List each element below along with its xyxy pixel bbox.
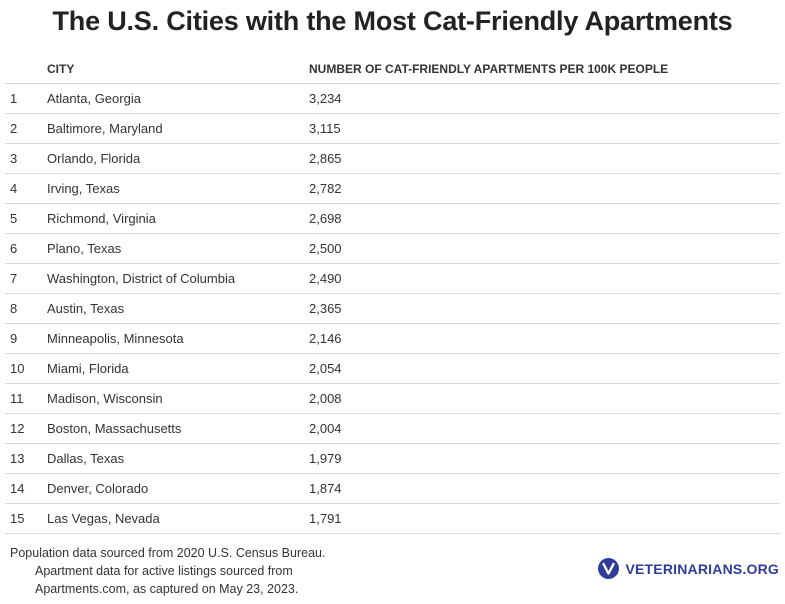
city-cell: Boston, Massachusetts: [47, 413, 309, 444]
value-cell: 1,791: [309, 503, 780, 534]
city-cell: Minneapolis, Minnesota: [47, 323, 309, 354]
footnote-line-3: Apartments.com, as captured on May 23, 2…: [35, 582, 299, 596]
rank-cell: 3: [5, 143, 47, 174]
value-cell: 2,782: [309, 173, 780, 204]
table-row: 9 Minneapolis, Minnesota 2,146: [5, 323, 780, 354]
city-cell: Dallas, Texas: [47, 443, 309, 474]
rank-cell: 15: [5, 503, 47, 534]
value-cell: 2,365: [309, 293, 780, 324]
city-cell: Irving, Texas: [47, 173, 309, 204]
city-cell: Richmond, Virginia: [47, 203, 309, 234]
value-cell: 2,698: [309, 203, 780, 234]
brand-name: VETERINARIANS.ORG: [625, 560, 779, 577]
table-row: 6 Plano, Texas 2,500: [5, 233, 780, 264]
value-cell: 1,874: [309, 473, 780, 504]
table-row: 4 Irving, Texas 2,782: [5, 173, 780, 204]
city-cell: Orlando, Florida: [47, 143, 309, 174]
city-cell: Las Vegas, Nevada: [47, 503, 309, 534]
value-cell: 3,234: [309, 83, 780, 114]
value-cell: 2,865: [309, 143, 780, 174]
city-cell: Miami, Florida: [47, 353, 309, 384]
column-header-value: NUMBER OF CAT-FRIENDLY APARTMENTS PER 10…: [309, 54, 780, 84]
city-cell: Austin, Texas: [47, 293, 309, 324]
rank-cell: 2: [5, 113, 47, 144]
value-cell: 2,490: [309, 263, 780, 294]
veterinarians-v-logo-icon: [598, 558, 620, 579]
rank-cell: 14: [5, 473, 47, 504]
city-cell: Washington, District of Columbia: [47, 263, 309, 294]
column-header-city: CITY: [47, 54, 309, 84]
table-row: 10 Miami, Florida 2,054: [5, 353, 780, 384]
value-cell: 2,500: [309, 233, 780, 264]
table-row: 14 Denver, Colorado 1,874: [5, 473, 780, 504]
data-table: CITY NUMBER OF CAT-FRIENDLY APARTMENTS P…: [5, 54, 780, 534]
table-row: 1 Atlanta, Georgia 3,234: [5, 83, 780, 114]
rank-cell: 13: [5, 443, 47, 474]
value-cell: 3,115: [309, 113, 780, 144]
table-row: 11 Madison, Wisconsin 2,008: [5, 383, 780, 414]
rank-cell: 12: [5, 413, 47, 444]
value-cell: 2,008: [309, 383, 780, 414]
table-row: 7 Washington, District of Columbia 2,490: [5, 263, 780, 294]
value-cell: 2,004: [309, 413, 780, 444]
rank-cell: 11: [5, 383, 47, 414]
city-cell: Atlanta, Georgia: [47, 83, 309, 114]
footnote-line-1: Population data sourced from 2020 U.S. C…: [10, 546, 326, 560]
table-row: 13 Dallas, Texas 1,979: [5, 443, 780, 474]
city-cell: Plano, Texas: [47, 233, 309, 264]
value-cell: 2,054: [309, 353, 780, 384]
column-header-rank: [5, 54, 47, 84]
rank-cell: 6: [5, 233, 47, 264]
rank-cell: 8: [5, 293, 47, 324]
brand: VETERINARIANS.ORG: [598, 558, 779, 579]
city-cell: Baltimore, Maryland: [47, 113, 309, 144]
footnote: Population data sourced from 2020 U.S. C…: [10, 544, 325, 598]
page-title: The U.S. Cities with the Most Cat-Friend…: [52, 6, 733, 36]
rank-cell: 1: [5, 83, 47, 114]
rank-cell: 7: [5, 263, 47, 294]
rank-cell: 4: [5, 173, 47, 204]
city-cell: Denver, Colorado: [47, 473, 309, 504]
table-row: 15 Las Vegas, Nevada 1,791: [5, 503, 780, 534]
table-header-row: CITY NUMBER OF CAT-FRIENDLY APARTMENTS P…: [5, 54, 780, 84]
table-row: 2 Baltimore, Maryland 3,115: [5, 113, 780, 144]
table-row: 3 Orlando, Florida 2,865: [5, 143, 780, 174]
table-body: 1 Atlanta, Georgia 3,234 2 Baltimore, Maryla…: [5, 83, 780, 534]
footnote-line-2: Apartment data for active listings sourc…: [35, 564, 293, 578]
table-row: 5 Richmond, Virginia 2,698: [5, 203, 780, 234]
table-row: 8 Austin, Texas 2,365: [5, 293, 780, 324]
city-cell: Madison, Wisconsin: [47, 383, 309, 414]
rank-cell: 5: [5, 203, 47, 234]
value-cell: 2,146: [309, 323, 780, 354]
rank-cell: 9: [5, 323, 47, 354]
value-cell: 1,979: [309, 443, 780, 474]
rank-cell: 10: [5, 353, 47, 384]
table-row: 12 Boston, Massachusetts 2,004: [5, 413, 780, 444]
